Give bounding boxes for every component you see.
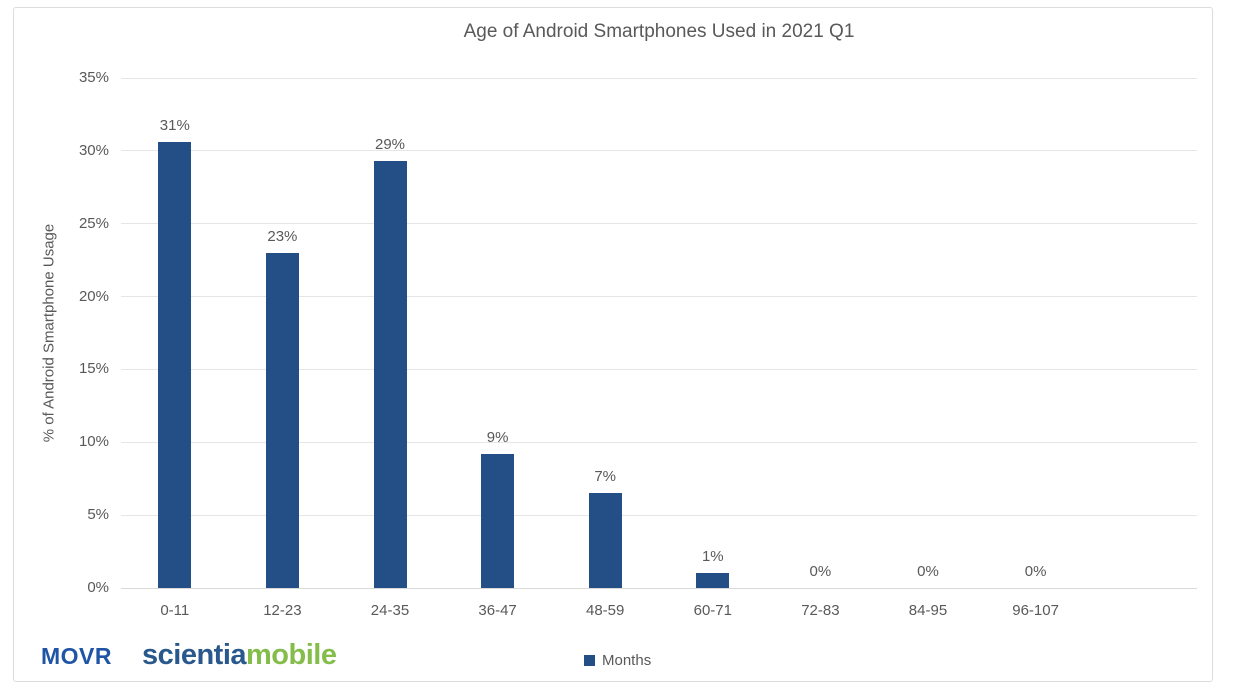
bar-24-35	[373, 161, 407, 588]
x-tick-label-12-23: 12-23	[263, 602, 302, 619]
x-tick-label-48-59: 48-59	[586, 602, 625, 619]
bar-value-label-0-11: 31%	[159, 117, 190, 134]
chart-title: Age of Android Smartphones Used in 2021 …	[463, 21, 855, 42]
x-tick-label-0-11: 0-11	[160, 602, 190, 619]
gridline-35	[121, 77, 1197, 79]
gridline-30	[121, 150, 1197, 152]
bar-value-label-96-107: 0%	[1024, 563, 1047, 580]
chart-card: Age of Android Smartphones Used in 2021 …	[13, 7, 1213, 682]
bar-value-label-60-71: 1%	[701, 548, 724, 565]
bar-value-label-36-47: 9%	[486, 429, 509, 446]
bar-value-label-84-95: 0%	[917, 563, 939, 580]
scientiamobile-logo-scientia: scientia	[142, 639, 247, 671]
gridline-20	[121, 296, 1197, 298]
y-tick-label-35: 35%	[78, 69, 109, 86]
scientiamobile-logo-mobile: mobile	[246, 639, 337, 671]
y-tick-label-0: 0%	[87, 579, 109, 596]
x-tick-label-72-83: 72-83	[801, 602, 840, 619]
bar-0-11	[158, 142, 192, 588]
bar-36-47	[481, 454, 515, 588]
x-tick-label-96-107: 96-107	[1012, 602, 1059, 619]
bar-value-label-12-23: 23%	[267, 228, 298, 245]
movr-logo: MOVR	[41, 643, 112, 669]
bar-value-label-48-59: 7%	[594, 468, 617, 485]
bar-60-71	[696, 573, 730, 588]
bar-48-59	[588, 493, 622, 588]
plot-area: % of Android Smartphone Usage 0% 5% 10% 15%…	[41, 69, 1197, 619]
y-tick-label-20: 20%	[78, 287, 109, 305]
gridline-5	[121, 514, 1197, 516]
x-tick-label-36-47: 36-47	[478, 602, 517, 619]
gridline-25	[121, 223, 1197, 225]
bar-12-23	[265, 253, 299, 588]
legend-label-months: Months	[602, 652, 652, 669]
y-tick-label-5: 5%	[87, 506, 109, 524]
legend-swatch-months	[584, 655, 595, 666]
bar-value-label-24-35: 29%	[374, 136, 406, 153]
y-tick-label-30: 30%	[78, 141, 109, 159]
bar-value-label-72-83: 0%	[809, 563, 832, 580]
branding-row: MOVR scientiamobile	[41, 639, 337, 672]
y-tick-label-15: 15%	[78, 360, 109, 378]
gridline-0	[121, 587, 1197, 589]
gridline-15	[121, 368, 1197, 370]
y-tick-label-25: 25%	[78, 214, 109, 232]
chart-legend: Months	[584, 652, 651, 669]
x-tick-label-84-95: 84-95	[908, 602, 948, 619]
x-tick-label-24-35: 24-35	[370, 602, 410, 619]
gridline-10	[121, 441, 1197, 443]
x-tick-label-60-71: 60-71	[693, 602, 732, 619]
y-tick-label-10: 10%	[78, 433, 109, 451]
y-axis-title: % of Android Smartphone Usage	[40, 223, 58, 443]
scientiamobile-logo: scientiamobile	[142, 639, 337, 672]
